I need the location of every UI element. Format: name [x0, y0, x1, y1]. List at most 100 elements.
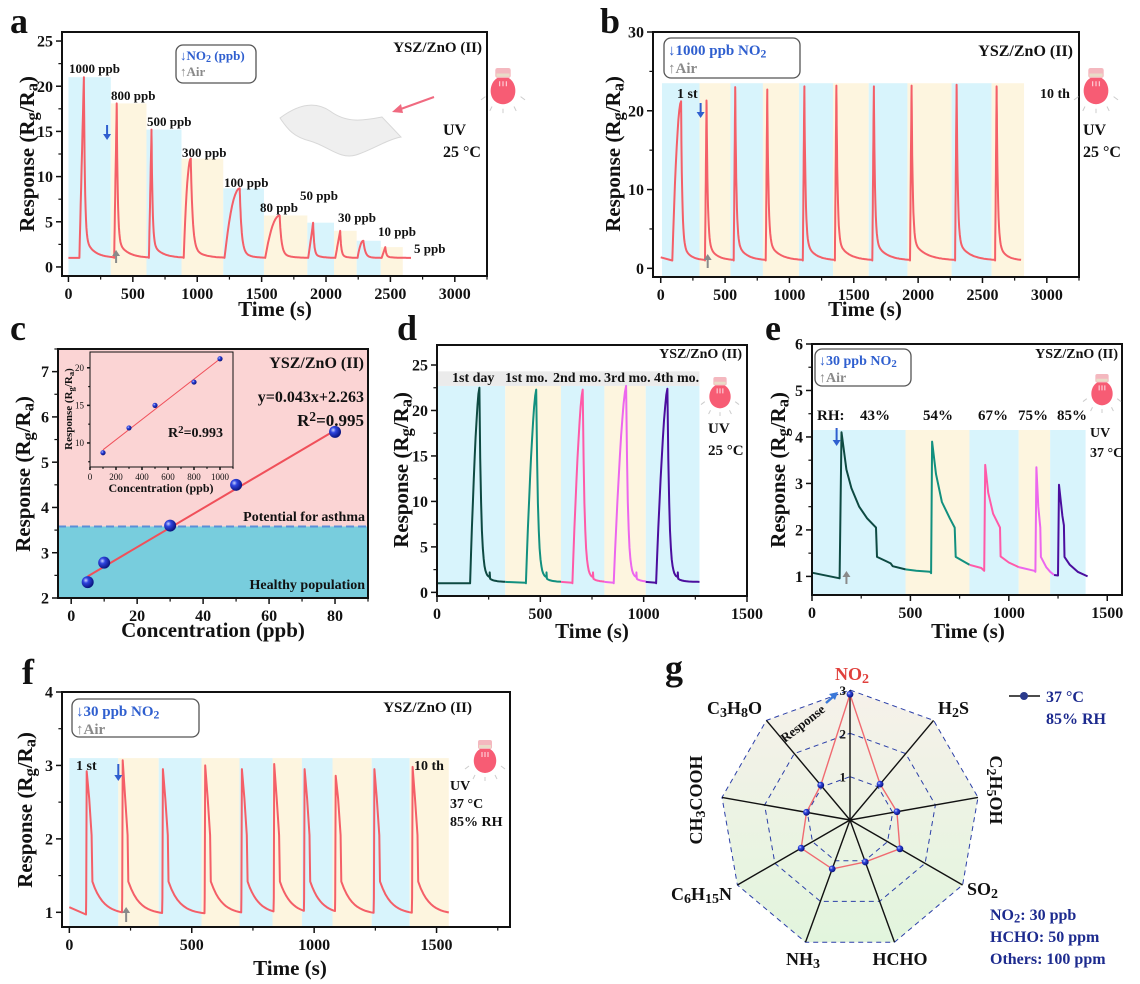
- x-tick-label: 80: [327, 608, 343, 625]
- air-in-arrow-head: [842, 571, 851, 577]
- y-tick-label: 5: [420, 539, 428, 556]
- condition-temperature: 37 °C: [1090, 446, 1123, 461]
- air-in-arrow-head: [703, 254, 712, 260]
- y-axis-title: Response (Rg/Ra): [766, 392, 792, 548]
- x-axis-title: Time (s): [931, 619, 1005, 643]
- radar-axis: [804, 819, 851, 943]
- radar-point: [803, 808, 810, 816]
- bulb-ray: [1116, 398, 1122, 402]
- panel-b: 0 500 1000 1500 2000 2500 3000 0 10 20 30 Time (s) R…: [601, 25, 1121, 321]
- aging-period-label: 4th mo.: [654, 371, 699, 386]
- bulb-ray: [1090, 407, 1093, 412]
- radial-arrow-head: [829, 692, 838, 700]
- concentration-label: 10 ppb: [378, 224, 416, 239]
- exposure-band: [68, 77, 111, 277]
- radar-axis: [849, 819, 896, 943]
- bulb-ray: [1111, 407, 1114, 412]
- legend-box: [175, 44, 257, 84]
- sample-label: YSZ/ZnO (II): [269, 355, 364, 372]
- exposure-band: [833, 83, 869, 278]
- x-tick-label: 200: [109, 472, 123, 482]
- y-tick-label: 10: [412, 494, 428, 511]
- condition-uv: UV: [443, 122, 467, 139]
- bulb-ray: [1106, 106, 1110, 112]
- radar-axis-label: NO2: [835, 664, 869, 687]
- sensor-film: [279, 104, 402, 157]
- panel-label-f: f: [22, 652, 35, 692]
- aging-period-label: 1st mo.: [505, 371, 548, 386]
- concentration-label: 100 ppb: [224, 175, 268, 190]
- response-curve: [905, 440, 970, 575]
- exposure-band: [334, 230, 357, 276]
- y-tick-label: 25: [37, 34, 53, 51]
- bulb-glass: [473, 749, 497, 773]
- bulb-ray: [1073, 96, 1079, 101]
- y-tick-label: 20: [37, 79, 53, 96]
- bulb-cap-band: [1096, 378, 1108, 382]
- condition-temperature: 37 °C: [450, 797, 483, 812]
- radar-point: [797, 844, 805, 852]
- radar-tick-label: 1: [840, 770, 847, 785]
- plot-frame: [57, 348, 369, 599]
- radar-point: [896, 845, 904, 853]
- radar-axis: [721, 796, 851, 821]
- radar-point: [893, 808, 901, 816]
- bulb-cap-band: [714, 381, 726, 385]
- y-tick-label: 1: [795, 569, 803, 586]
- gas-legend: ↓30 ppb NO2↑Air: [71, 698, 200, 738]
- concentration-label: 30 ppb: [338, 210, 376, 225]
- response-curve: [604, 384, 646, 585]
- y-tick-label: 6: [795, 337, 803, 354]
- response-curve: [68, 76, 411, 259]
- inset-x-axis-title: Concentration (ppb): [108, 481, 213, 495]
- legend-air: ↑Air: [180, 64, 206, 79]
- bulb-ray: [500, 765, 506, 770]
- y-tick-label: 6: [41, 410, 49, 427]
- bulb-cap-band: [479, 745, 491, 748]
- legend-marker: [1020, 692, 1028, 700]
- x-tick-label: 0: [88, 472, 93, 482]
- condition-temperature: 25 °C: [443, 144, 481, 161]
- legend-box: [663, 37, 801, 79]
- exposure-band: [907, 83, 952, 278]
- x-tick-label: 500: [713, 287, 737, 304]
- y-tick-label: 10: [37, 169, 53, 186]
- legend-box: [814, 348, 912, 387]
- x-tick-label: 1000: [298, 937, 330, 954]
- bulb-ray: [480, 96, 486, 101]
- gas-in-arrow-head: [114, 775, 123, 781]
- label-strip: [437, 371, 700, 386]
- radar-point: [861, 858, 869, 866]
- y-axis-title: Response (Rg/Ra): [389, 392, 415, 548]
- bulb-ray: [700, 401, 706, 405]
- y-axis-title: Response (Rg/Ra): [601, 76, 627, 232]
- bulb-filament: [1092, 81, 1100, 87]
- response-curve: [1018, 466, 1055, 576]
- panel-label-b: b: [600, 1, 620, 41]
- x-tick-label: 0: [67, 608, 75, 625]
- legend-air: ↑Air: [76, 722, 106, 738]
- air-in-arrow-head: [112, 250, 121, 256]
- data-point: [98, 556, 111, 569]
- radar-axis-label: C2H5OH: [983, 755, 1006, 824]
- plot-frame: [652, 31, 1080, 278]
- y-axis-title: Response (Rg/Ra): [15, 76, 41, 232]
- y-tick-label: 0: [636, 261, 644, 278]
- y-tick-label: 0: [45, 260, 53, 277]
- condition-uv: UV: [708, 421, 730, 437]
- gas-legend: ↓30 ppb NO2↑Air: [814, 348, 912, 387]
- x-tick-label: 500: [180, 937, 204, 954]
- data-point: [329, 425, 342, 438]
- x-tick-label: 1500: [838, 287, 870, 304]
- response-curve: [660, 83, 1022, 262]
- radar-axis: [737, 819, 851, 886]
- legend-gas: ↓NO2 (ppb): [180, 48, 245, 65]
- y-tick-label: 15: [75, 401, 85, 411]
- radar-point: [817, 781, 825, 789]
- y-axis-title: Response (Rg/Ra): [13, 732, 39, 888]
- response-curve: [437, 386, 506, 585]
- x-tick-label: 2500: [966, 287, 998, 304]
- concentration-note: Others: 100 ppm: [990, 951, 1106, 968]
- radar-point: [846, 690, 854, 698]
